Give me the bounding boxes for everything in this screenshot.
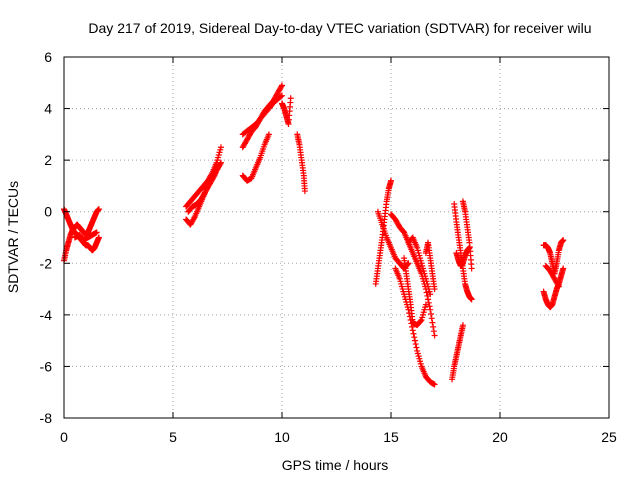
series-arc-4g (422, 239, 438, 293)
series-arc-5c (459, 198, 475, 272)
series-arc-4f (405, 234, 434, 298)
data-point (95, 234, 102, 241)
data-point (93, 229, 100, 236)
data-point-fill (429, 319, 436, 326)
series-arc-6a (540, 237, 567, 277)
y-tick-label: 2 (44, 152, 52, 168)
data-point (459, 322, 466, 329)
x-axis-tick-labels: 0 5 10 15 20 25 (60, 429, 617, 445)
data-points (61, 82, 567, 388)
y-tick-label: -6 (40, 358, 53, 374)
data-point (301, 188, 308, 195)
series-arc-4e (401, 255, 429, 329)
y-tick-label: -8 (40, 410, 53, 426)
data-point (555, 283, 562, 290)
data-point (560, 237, 567, 244)
y-tick-label: -4 (40, 307, 53, 323)
series-arc-5d (449, 322, 466, 383)
data-point (279, 82, 285, 89)
data-point-fill (413, 344, 420, 351)
data-point (422, 301, 429, 308)
data-point (431, 332, 438, 339)
x-tick-label: 0 (60, 429, 68, 445)
data-point-fill (428, 315, 435, 322)
x-tick-label: 25 (601, 429, 617, 445)
data-point (431, 286, 438, 293)
series-arc-6c (542, 262, 562, 290)
data-point (215, 162, 222, 169)
y-axis-title: SDTVAR / TECUs (5, 181, 21, 293)
data-point-fill (425, 296, 432, 303)
x-tick-label: 5 (169, 429, 177, 445)
data-point (468, 296, 475, 303)
series-arc-3e (294, 131, 308, 195)
series-arc-4d (392, 265, 438, 388)
data-point-fill (411, 334, 418, 341)
data-point (388, 177, 394, 184)
data-point (409, 327, 416, 334)
grid-lines (64, 57, 609, 418)
data-point-fill (412, 341, 419, 348)
x-tick-label: 10 (274, 429, 290, 445)
x-tick-label: 20 (492, 429, 508, 445)
series-arc-6b (540, 265, 567, 311)
plot-area-frame (63, 56, 610, 419)
data-point-fill (411, 337, 418, 344)
data-point-fill (210, 173, 217, 180)
series-arc-3b (239, 92, 285, 138)
data-point-fill (410, 330, 417, 337)
data-point-fill (278, 83, 285, 90)
data-point-fill (409, 323, 416, 330)
data-point (95, 206, 102, 213)
x-axis-title: GPS time / hours (282, 457, 389, 473)
series-arc-3c (239, 131, 272, 184)
data-point-fill (191, 215, 198, 222)
chart-title: Day 217 of 2019, Sidereal Day-to-day VTE… (88, 20, 591, 36)
y-tick-label: 6 (44, 49, 52, 65)
series-arc-2c (185, 162, 222, 215)
data-point-fill (277, 93, 284, 100)
x-tick-label: 15 (383, 429, 399, 445)
data-point-fill (427, 310, 434, 317)
data-point-fill (430, 328, 437, 335)
y-axis-tick-labels: -8 -6 -4 -2 0 2 4 6 (40, 49, 53, 426)
data-point (431, 381, 438, 388)
data-point (427, 291, 434, 298)
series-arc-5b (453, 244, 473, 269)
axis-ticks (63, 56, 610, 419)
series-arc-4b (374, 208, 412, 272)
y-tick-label: 0 (44, 204, 52, 220)
data-point (217, 144, 224, 151)
series-arc-2b (183, 144, 224, 210)
data-point (427, 306, 434, 313)
data-point (287, 95, 294, 102)
data-point (279, 92, 285, 99)
series-arc-1c (71, 229, 100, 244)
data-point (560, 265, 567, 272)
data-point-fill (417, 317, 424, 324)
series-arc-4a (372, 177, 394, 287)
data-point-fill (430, 323, 437, 330)
data-point (468, 265, 475, 272)
data-point-fill (426, 303, 433, 310)
data-point (265, 131, 272, 138)
y-tick-label: 4 (44, 101, 52, 117)
data-point-fill (555, 282, 562, 289)
y-tick-label: -2 (40, 255, 53, 271)
data-point-fill (423, 289, 430, 296)
series-arc-3d (279, 95, 294, 128)
